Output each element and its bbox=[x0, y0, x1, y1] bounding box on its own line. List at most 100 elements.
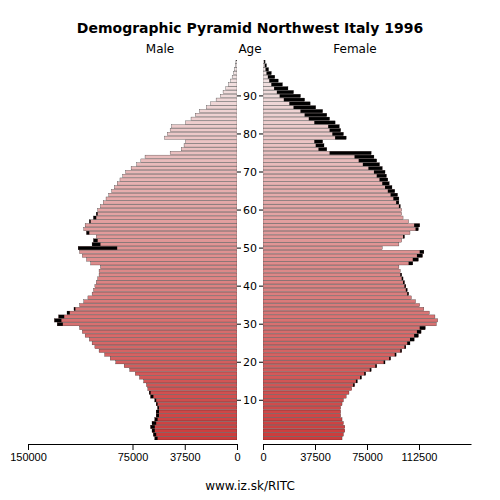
female-bar bbox=[263, 106, 316, 109]
female-bar bbox=[263, 64, 266, 67]
female-bar bbox=[263, 250, 424, 253]
female-excess bbox=[406, 288, 407, 291]
male-bar bbox=[144, 380, 237, 383]
male-bar bbox=[206, 106, 237, 109]
female-bar bbox=[263, 109, 323, 112]
tick-label: 75000 bbox=[352, 451, 383, 463]
female-bars bbox=[263, 60, 438, 440]
female-excess bbox=[414, 224, 420, 227]
female-axis: 03750075000112500 bbox=[260, 444, 471, 463]
male-bar bbox=[151, 395, 237, 398]
tick-mark bbox=[259, 172, 263, 173]
male-bar bbox=[84, 300, 237, 303]
male-bar bbox=[80, 303, 237, 306]
female-bar bbox=[263, 265, 399, 268]
female-bar bbox=[263, 296, 411, 299]
female-bar bbox=[263, 402, 342, 405]
female-bar bbox=[263, 113, 327, 116]
female-bar bbox=[263, 429, 345, 432]
male-bar bbox=[100, 265, 237, 268]
male-bar bbox=[92, 292, 237, 295]
tick-mark bbox=[237, 400, 241, 401]
tick-label: 90 bbox=[243, 90, 257, 103]
female-bar bbox=[263, 102, 310, 105]
male-bar bbox=[99, 269, 237, 272]
female-bar bbox=[263, 227, 418, 230]
tick: 0 bbox=[260, 444, 266, 463]
male-bar bbox=[155, 399, 237, 402]
female-bar bbox=[263, 170, 385, 173]
male-bar bbox=[91, 262, 237, 265]
female-bar bbox=[263, 357, 391, 360]
female-excess bbox=[384, 361, 385, 364]
female-excess bbox=[368, 167, 382, 170]
female-bar bbox=[263, 71, 271, 74]
female-excess bbox=[403, 235, 404, 238]
male-bar bbox=[84, 227, 237, 230]
female-bar bbox=[263, 239, 402, 242]
female-bar bbox=[263, 155, 374, 158]
tick-mark bbox=[259, 248, 263, 249]
female-excess bbox=[399, 205, 400, 208]
female-bar bbox=[263, 342, 410, 345]
male-excess bbox=[57, 323, 63, 326]
female-bar bbox=[263, 140, 323, 143]
tick-mark bbox=[237, 172, 241, 173]
male-bar bbox=[106, 197, 237, 200]
female-excess bbox=[377, 174, 387, 177]
male-bar bbox=[148, 387, 237, 390]
male-bar bbox=[112, 189, 237, 192]
male-bar bbox=[145, 155, 237, 158]
female-excess bbox=[385, 186, 392, 189]
male-excess bbox=[153, 433, 156, 436]
male-bar bbox=[226, 87, 237, 90]
tick: 150000 bbox=[10, 444, 47, 463]
female-bar bbox=[263, 151, 371, 154]
male-bar bbox=[103, 201, 237, 204]
male-bar bbox=[92, 342, 237, 345]
male-bar bbox=[152, 429, 237, 432]
female-bar bbox=[263, 246, 382, 249]
female-bar bbox=[263, 75, 275, 78]
tick-label: 112500 bbox=[402, 451, 438, 463]
female-bar bbox=[263, 205, 400, 208]
male-bar bbox=[74, 307, 237, 310]
female-excess bbox=[388, 189, 395, 192]
male-bar bbox=[137, 163, 237, 166]
female-bar bbox=[263, 349, 402, 352]
male-bar bbox=[82, 254, 237, 257]
female-excess bbox=[280, 94, 301, 97]
male-excess bbox=[93, 216, 96, 219]
male-excess bbox=[78, 246, 117, 249]
male-excess bbox=[149, 391, 150, 394]
female-bar bbox=[263, 387, 352, 390]
male-bar bbox=[167, 132, 237, 135]
tick-label: 150000 bbox=[10, 451, 47, 463]
female-excess bbox=[382, 182, 389, 185]
female-bar bbox=[263, 83, 282, 86]
female-bar bbox=[263, 410, 341, 413]
female-excess bbox=[300, 109, 322, 112]
female-excess bbox=[416, 227, 419, 230]
male-bar bbox=[59, 315, 237, 318]
female-bar bbox=[263, 368, 371, 371]
male-bar bbox=[235, 64, 237, 67]
tick-mark bbox=[237, 133, 241, 134]
male-excess bbox=[156, 414, 159, 417]
female-excess bbox=[335, 136, 346, 139]
female-excess bbox=[309, 117, 330, 120]
tick-mark bbox=[259, 210, 263, 211]
tick-mark bbox=[259, 286, 263, 287]
female-bar bbox=[263, 208, 402, 211]
female-excess bbox=[294, 106, 316, 109]
male-bar bbox=[85, 334, 237, 337]
female-bar bbox=[263, 220, 409, 223]
male-bar bbox=[156, 414, 237, 417]
female-bar bbox=[263, 186, 392, 189]
male-bar bbox=[195, 113, 237, 116]
female-bar bbox=[263, 326, 425, 329]
female-excess bbox=[318, 148, 326, 151]
tick-label: 40 bbox=[243, 280, 257, 293]
tick: 0 bbox=[234, 444, 240, 463]
female-bar bbox=[263, 315, 435, 318]
